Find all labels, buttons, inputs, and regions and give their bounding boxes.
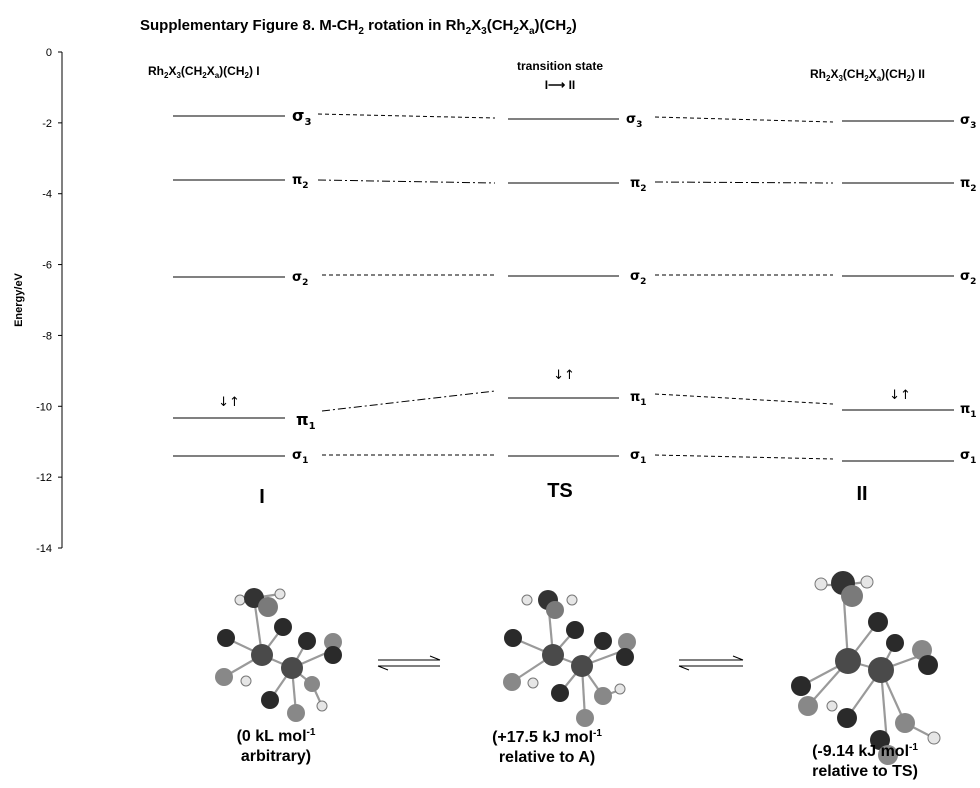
label-II-sigma2: σ2 xyxy=(960,269,976,287)
corr-pi2-TS-II xyxy=(654,181,834,184)
header-transition-state: transition state xyxy=(517,59,603,73)
label-I-sigma2: σ2 xyxy=(292,270,308,288)
corr-sigma1-TS-II xyxy=(654,454,834,460)
structure-label-II: II xyxy=(856,483,867,505)
header-state-I: Rh2X3(CH2Xa)(CH2) I xyxy=(148,64,260,80)
energy-caption-II-line1: (-9.14 kJ mol-1 xyxy=(812,742,918,760)
orbital-labels-II: σ3 π2 σ2 π1 σ1 xyxy=(960,113,977,466)
corr-pi1-TS-II xyxy=(654,393,834,405)
electron-pair-II: ↓↑ xyxy=(889,388,911,403)
y-tick-label: -8 xyxy=(42,330,52,342)
corr-pi1-I-TS xyxy=(321,390,496,412)
molecule-structure-TS xyxy=(503,590,636,727)
energy-caption-II-line2: relative to TS) xyxy=(812,763,918,780)
corr-sigma3-I-TS xyxy=(317,113,496,119)
label-II-sigma1: σ1 xyxy=(960,448,976,466)
energy-caption-I-line1: (0 kL mol-1 xyxy=(237,727,316,745)
structure-label-TS: TS xyxy=(547,480,573,502)
label-TS-pi1: π1 xyxy=(630,390,647,408)
label-II-sigma3: σ3 xyxy=(960,113,976,131)
structure-label-I: I xyxy=(259,486,265,508)
levels-state-I xyxy=(173,115,285,457)
label-TS-sigma1: σ1 xyxy=(630,448,646,466)
header-state-II: Rh2X3(CH2Xa)(CH2) II xyxy=(810,67,925,83)
y-tick-label: -10 xyxy=(36,401,52,413)
equilibrium-arrow-I-TS xyxy=(377,655,441,671)
label-TS-sigma2: σ2 xyxy=(630,269,646,287)
label-I-sigma3: σ3 xyxy=(292,106,311,128)
label-II-pi1: π1 xyxy=(960,402,977,420)
correlation-lines xyxy=(317,113,834,460)
electron-pair-I: ↓↑ xyxy=(218,395,240,410)
energy-caption-TS-line2: relative to A) xyxy=(499,749,595,766)
y-axis-label: Energy/eV xyxy=(13,272,25,326)
equilibrium-arrow-TS-II xyxy=(678,655,744,671)
energy-caption-TS-line1: (+17.5 kJ mol-1 xyxy=(492,728,602,746)
levels-state-TS xyxy=(508,118,619,457)
electron-pair-TS: ↓↑ xyxy=(553,368,575,383)
y-axis: 0 -2 -4 -6 -8 -10 -12 -14 Energy/eV xyxy=(13,47,63,555)
y-tick-label: 0 xyxy=(46,47,52,59)
orbital-labels-I: σ3 π2 σ2 π1 σ1 xyxy=(292,106,316,466)
y-tick-label: -14 xyxy=(36,543,52,555)
header-transition-arrow: I⟶ II xyxy=(545,78,576,92)
y-tick-label: -12 xyxy=(36,472,52,484)
molecule-structure-II xyxy=(791,571,941,765)
corr-pi2-I-TS xyxy=(317,179,496,184)
label-TS-sigma3: σ3 xyxy=(626,112,642,130)
label-I-pi2: π2 xyxy=(292,173,309,191)
corr-sigma3-TS-II xyxy=(654,116,834,123)
label-II-pi2: π2 xyxy=(960,176,977,194)
label-TS-pi2: π2 xyxy=(630,176,647,194)
energy-caption-I-line2: arbitrary) xyxy=(241,748,311,765)
y-tick-label: -2 xyxy=(42,118,52,130)
molecule-structure-I xyxy=(215,588,342,722)
y-tick-label: -6 xyxy=(42,260,52,272)
levels-state-II xyxy=(842,120,954,462)
label-I-pi1: π1 xyxy=(296,410,316,432)
label-I-sigma1: σ1 xyxy=(292,448,308,466)
figure-title: Supplementary Figure 8. M-CH2 rotation i… xyxy=(140,17,577,37)
orbital-labels-TS: σ3 π2 σ2 π1 σ1 xyxy=(626,112,647,466)
y-tick-label: -4 xyxy=(42,189,52,201)
